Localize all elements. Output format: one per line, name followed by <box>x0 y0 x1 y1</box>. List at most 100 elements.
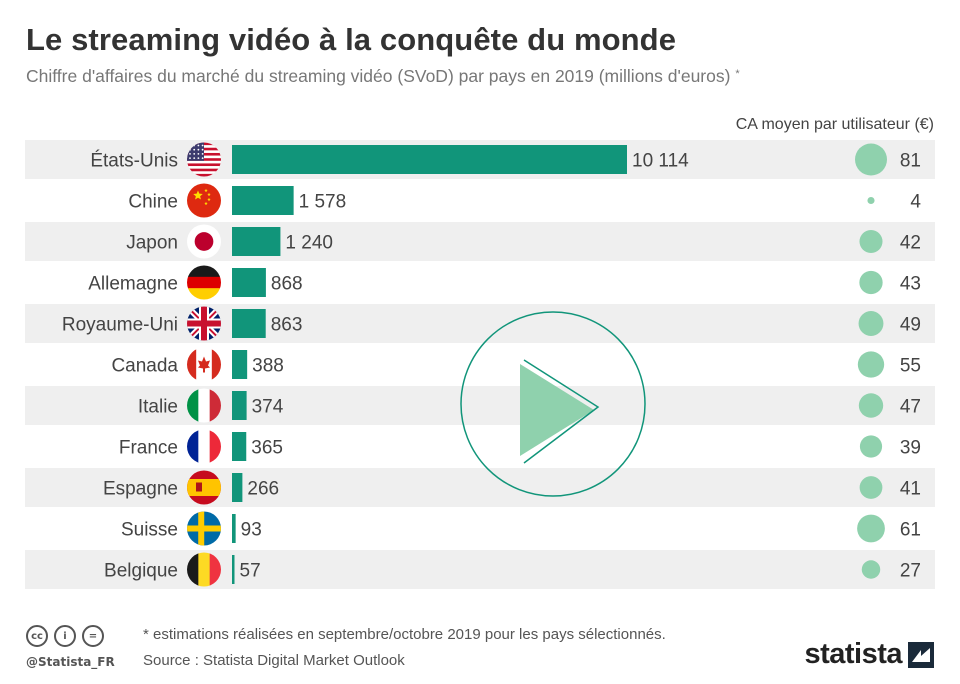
flag-part <box>187 265 221 278</box>
play-triangle-outline <box>523 359 600 464</box>
arpu-value-label: 49 <box>900 315 921 336</box>
arpu-value-label: 39 <box>900 438 921 459</box>
subtitle-text: Chiffre d'affaires du marché du streamin… <box>26 66 731 86</box>
category-label: Japon <box>126 233 178 254</box>
flag-it-icon <box>187 388 221 423</box>
flag-star <box>201 144 204 147</box>
bar-value-label: 388 <box>252 356 284 377</box>
arpu-value-label: 47 <box>900 397 921 418</box>
flag-part <box>187 276 221 289</box>
flag-part <box>187 320 221 327</box>
source-note: Source : Statista Digital Market Outlook <box>143 652 405 669</box>
social-handle[interactable]: @Statista_FR <box>26 655 115 669</box>
bar[interactable] <box>232 309 266 338</box>
bar[interactable] <box>232 391 247 420</box>
category-label: Espagne <box>103 479 178 500</box>
flag-se-icon <box>187 511 221 546</box>
chart-row: Allemagne 868 43 <box>88 265 921 300</box>
flag-leaf <box>198 356 210 373</box>
flag-star <box>193 148 196 151</box>
arpu-value-label: 61 <box>900 520 921 541</box>
nd-icon[interactable]: = <box>82 625 104 647</box>
cc-icon[interactable]: cc <box>26 625 48 647</box>
row-stripe <box>25 550 935 589</box>
flag-star <box>201 153 204 155</box>
bar[interactable] <box>232 473 243 502</box>
arpu-value-label: 43 <box>900 274 921 295</box>
play-ring <box>460 311 646 497</box>
bar-value-label: 57 <box>240 561 261 582</box>
flag-star <box>204 188 208 192</box>
flag-part <box>209 552 221 587</box>
flag-part <box>187 479 221 496</box>
bar[interactable] <box>232 268 266 297</box>
bar-value-label: 266 <box>247 479 279 500</box>
chart-row: Canada 388 55 <box>111 347 921 382</box>
statista-logo[interactable]: statista <box>804 638 934 671</box>
flag-part <box>209 388 221 423</box>
bar[interactable] <box>232 186 294 215</box>
flag-part <box>187 388 199 423</box>
flag-jp-icon <box>187 224 221 259</box>
category-label: Suisse <box>121 520 178 541</box>
bar[interactable] <box>232 514 236 543</box>
chart-row: France 365 39 <box>119 429 921 464</box>
chart-row: Japon 1 240 42 <box>25 222 935 261</box>
arpu-bubble[interactable] <box>858 393 884 418</box>
statista-mark-icon <box>908 641 934 668</box>
flag-part <box>187 163 221 167</box>
flag-part <box>198 429 211 464</box>
arpu-bubble[interactable] <box>858 311 884 336</box>
footnote: * estimations réalisées en septembre/oct… <box>143 626 666 643</box>
arpu-bubble[interactable] <box>867 196 875 205</box>
category-label: États-Unis <box>90 151 178 172</box>
arpu-bubble[interactable] <box>857 351 885 378</box>
flag-be-icon <box>187 552 221 587</box>
flag-part <box>198 552 211 587</box>
bar-value-label: 93 <box>241 520 262 541</box>
play-triangle-icon <box>520 364 594 456</box>
flag-de-icon <box>187 265 221 300</box>
flag-star <box>197 148 200 151</box>
arpu-bubble[interactable] <box>855 143 887 176</box>
brand-wordmark: statista <box>804 638 902 670</box>
flag-part <box>187 166 221 170</box>
bar[interactable] <box>232 145 627 174</box>
bar[interactable] <box>232 227 281 256</box>
category-label: France <box>119 438 178 459</box>
arpu-value-label: 4 <box>910 192 921 213</box>
arpu-bubble[interactable] <box>861 560 881 579</box>
bar-value-label: 1 578 <box>299 192 347 213</box>
bar-value-label: 863 <box>271 315 303 336</box>
arpu-bubble[interactable] <box>859 476 883 499</box>
chart-subtitle: Chiffre d'affaires du marché du streamin… <box>26 66 740 87</box>
flag-fr-icon <box>187 429 221 464</box>
play-button[interactable] <box>460 311 646 497</box>
flag-star <box>197 144 200 147</box>
license-icons: cc i = <box>26 625 104 647</box>
bar[interactable] <box>232 350 248 379</box>
category-label: Belgique <box>104 561 178 582</box>
arpu-bubble[interactable] <box>859 229 883 254</box>
flag-star <box>201 148 204 151</box>
by-icon[interactable]: i <box>54 625 76 647</box>
arpu-value-label: 81 <box>900 151 921 172</box>
arpu-bubble[interactable] <box>859 435 883 458</box>
arpu-bubble[interactable] <box>859 270 883 295</box>
row-stripe <box>25 304 935 343</box>
category-label: Chine <box>128 192 178 213</box>
row-stripe <box>25 222 935 261</box>
bar[interactable] <box>232 432 247 461</box>
category-label: Italie <box>138 397 178 418</box>
bar[interactable] <box>232 555 235 584</box>
flag-part <box>211 347 221 382</box>
flag-part <box>187 160 221 164</box>
category-label: Royaume-Uni <box>62 315 178 336</box>
row-stripe <box>25 468 935 507</box>
flag-star <box>204 201 208 205</box>
chart-title: Le streaming vidéo à la conquête du mond… <box>26 22 677 57</box>
flag-star <box>193 157 196 160</box>
arpu-bubble[interactable] <box>857 514 885 543</box>
chart-row: Belgique 57 27 <box>25 550 935 589</box>
